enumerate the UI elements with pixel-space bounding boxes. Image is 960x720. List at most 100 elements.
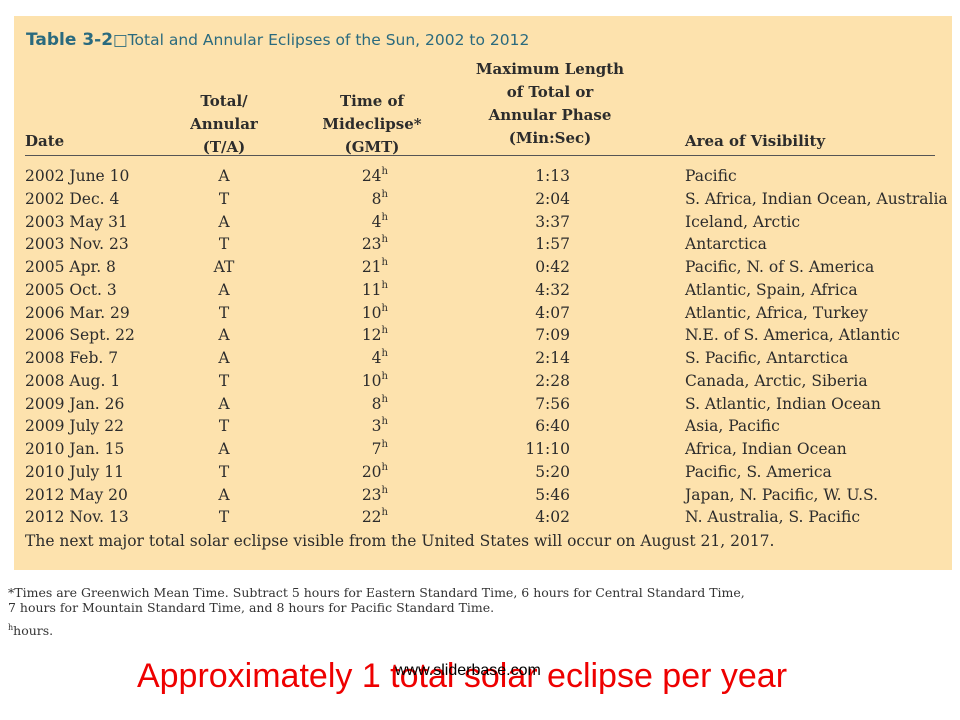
table-row: 2002 June 10 A 24h 1:13 Pacific — [14, 166, 952, 189]
hours-superscript: h — [381, 416, 388, 428]
hours-superscript: h — [381, 439, 388, 450]
cell-date: 2006 Mar. 29 — [25, 303, 130, 322]
cell-area: Pacific, N. of S. America — [685, 258, 875, 276]
cell-time: 20h — [314, 462, 388, 481]
cell-date: 2006 Sept. 22 — [25, 326, 135, 345]
cell-time-value: 11 — [361, 280, 382, 299]
cell-time-value: 23 — [361, 235, 382, 254]
cell-time: 22h — [314, 507, 388, 526]
cell-time: 3h — [314, 416, 388, 436]
cell-area: S. Pacific, Antarctica — [685, 349, 849, 367]
hours-superscript: h — [381, 234, 388, 246]
cell-date: 2010 Jan. 15 — [25, 440, 125, 458]
cell-total-annular: T — [218, 303, 230, 322]
hours-superscript: h — [381, 325, 388, 337]
cell-time: 23h — [314, 484, 388, 504]
cell-total-annular: T — [218, 462, 230, 481]
table-title-row: Table 3-2□Total and Annular Eclipses of … — [26, 30, 529, 52]
cell-time-value: 7 — [371, 440, 382, 458]
header-maximum-length: Maximum Length of Total or Annular Phase… — [470, 58, 630, 150]
cell-time-value: 24 — [361, 167, 382, 185]
cell-date: 2012 Nov. 13 — [25, 508, 129, 527]
hours-superscript: h — [381, 166, 388, 177]
header-date: Date — [25, 132, 65, 150]
hours-superscript: h — [381, 484, 388, 496]
cell-time-value: 10 — [361, 303, 382, 322]
cell-date: 2010 July 11 — [25, 462, 124, 481]
cell-time: 10h — [314, 371, 388, 390]
cell-time-value: 8 — [371, 189, 382, 208]
cell-max-length: 6:40 — [535, 417, 570, 436]
cell-area: Japan, N. Pacific, W. U.S. — [685, 485, 879, 504]
cell-time-value: 23 — [361, 485, 382, 504]
header-maxlen-line: Maximum Length — [475, 60, 625, 78]
cell-max-length: 7:56 — [535, 394, 570, 413]
header-ta-line: (T/A) — [202, 138, 246, 156]
cell-area: Pacific, S. America — [685, 462, 832, 481]
cell-time: 4h — [314, 211, 388, 231]
cell-date: 2003 Nov. 23 — [25, 235, 129, 254]
table-row: 2006 Sept. 22 A 12h 7:09 N.E. of S. America,… — [14, 325, 952, 348]
hours-superscript: h — [381, 279, 388, 291]
header-maxlen-line: of Total or — [506, 83, 594, 101]
cell-total-annular: AT — [213, 258, 235, 276]
cell-area: Antarctica — [685, 235, 767, 254]
cell-date: 2009 Jan. 26 — [25, 394, 125, 413]
cell-area: N.E. of S. America, Atlantic — [685, 326, 900, 345]
times-footnote: *Times are Greenwich Mean Time. Subtract… — [8, 585, 745, 615]
cell-total-annular: A — [218, 440, 230, 458]
cell-max-length: 4:02 — [535, 508, 570, 527]
cell-date: 2002 Dec. 4 — [25, 189, 120, 208]
cell-max-length: 0:42 — [535, 258, 570, 276]
cell-max-length: 5:46 — [535, 485, 570, 504]
cell-time: 8h — [314, 188, 388, 208]
cell-time-value: 3 — [371, 417, 382, 436]
header-total-annular: Total/ Annular (T/A) — [174, 90, 274, 159]
cell-total-annular: A — [218, 326, 230, 345]
hours-superscript: h — [381, 507, 388, 519]
table-row: 2010 Jan. 15 A 7h 11:10 Africa, Indian Ocean — [14, 439, 952, 462]
cell-total-annular: A — [218, 280, 230, 299]
cell-max-length: 2:04 — [535, 189, 570, 208]
table-row: 2012 May 20 A 23h 5:46 Japan, N. Pacific, W.… — [14, 485, 952, 508]
cell-date: 2003 May 31 — [25, 212, 128, 231]
cell-area: Canada, Arctic, Siberia — [685, 371, 868, 390]
cell-time: 23h — [314, 234, 388, 254]
cell-total-annular: T — [218, 371, 230, 390]
footnote-line: *Times are Greenwich Mean Time. Subtract… — [8, 585, 745, 600]
table-row: 2008 Feb. 7 A 4h 2:14 S. Pacific, Antarctica — [14, 348, 952, 371]
cell-total-annular: A — [218, 485, 230, 504]
cell-time: 21h — [314, 257, 388, 276]
hours-text: hours. — [13, 623, 54, 638]
table-title: □Total and Annular Eclipses of the Sun, … — [113, 31, 530, 49]
cell-area: S. Atlantic, Indian Ocean — [685, 394, 881, 413]
table-row: 2005 Oct. 3 A 11h 4:32 Atlantic, Spain, Afri… — [14, 280, 952, 303]
cell-date: 2005 Oct. 3 — [25, 280, 117, 299]
cell-time-value: 20 — [361, 462, 382, 481]
cell-date: 2008 Aug. 1 — [25, 371, 121, 390]
table-panel: Table 3-2□Total and Annular Eclipses of … — [14, 16, 952, 570]
hours-superscript: h — [381, 188, 388, 200]
cell-total-annular: A — [218, 349, 230, 367]
hours-superscript: h — [381, 302, 388, 314]
cell-date: 2008 Feb. 7 — [25, 349, 119, 367]
cell-total-annular: A — [218, 167, 230, 185]
cell-area: Iceland, Arctic — [685, 212, 801, 231]
cell-time-value: 12 — [361, 326, 382, 345]
table-label: Table 3-2 — [26, 30, 114, 50]
cell-area: Atlantic, Africa, Turkey — [685, 303, 868, 322]
cell-max-length: 2:28 — [535, 371, 570, 390]
cell-time: 24h — [314, 166, 388, 185]
cell-total-annular: T — [218, 189, 230, 208]
hours-footnote: hhours. — [8, 623, 53, 638]
hours-superscript: h — [381, 211, 388, 223]
cell-max-length: 4:07 — [535, 303, 570, 322]
cell-total-annular: T — [218, 417, 230, 436]
header-ta-line: Total/ — [200, 92, 248, 110]
table-row: 2009 July 22 T 3h 6:40 Asia, Pacific — [14, 416, 952, 439]
header-time-line: Mideclipse* — [322, 115, 422, 133]
table-row: 2003 May 31 A 4h 3:37 Iceland, Arctic — [14, 212, 952, 235]
cell-time-value: 10 — [361, 371, 382, 390]
table-row: 2005 Apr. 8 AT 21h 0:42 Pacific, N. of S. Am… — [14, 257, 952, 280]
